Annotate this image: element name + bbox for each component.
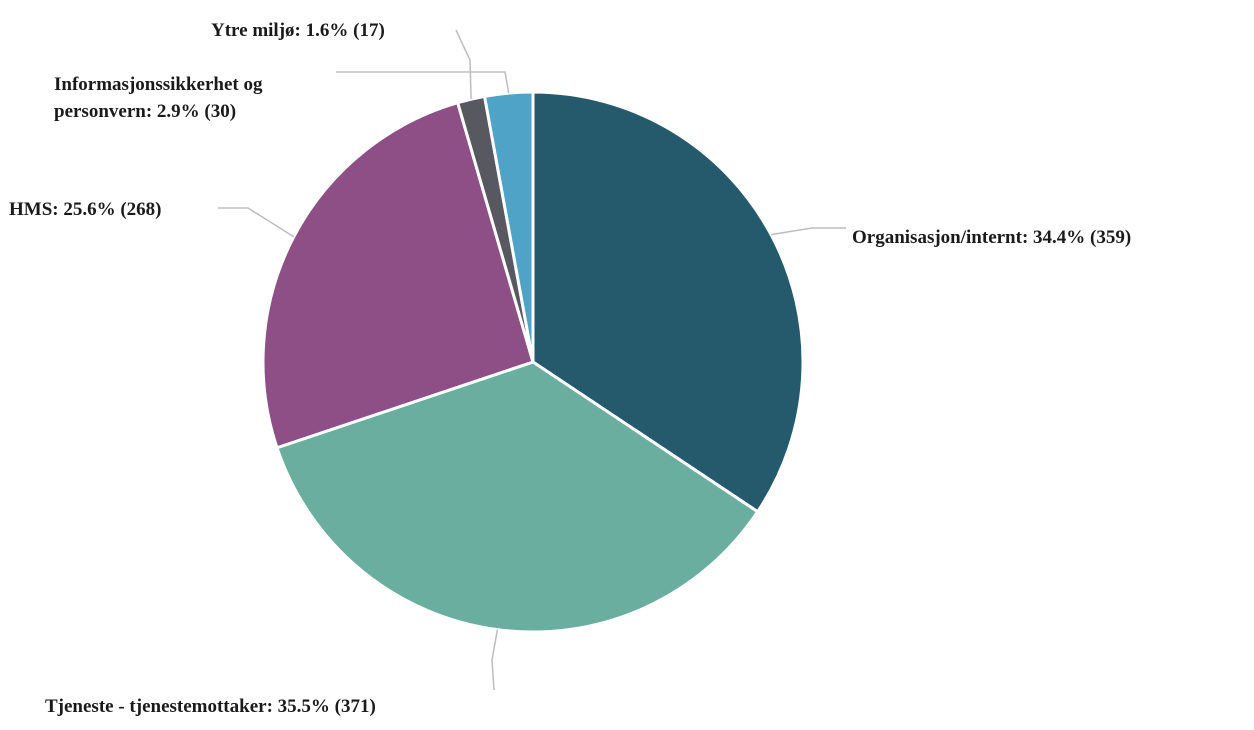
leader-tjeneste (491, 629, 499, 691)
label-organisasjon: Organisasjon/internt: 34.4% (359) (852, 227, 1131, 248)
label-tjeneste: Tjeneste - tjenestemottaker: 35.5% (371) (45, 696, 376, 717)
leader-informasjonssikkerhet (336, 71, 510, 94)
leader-ytre-miljo (455, 29, 472, 100)
pie-slices (261, 90, 805, 634)
leader-hms (218, 207, 295, 238)
leader-lines (218, 29, 846, 691)
label-informasjonssikkerhet-line-2: personvern: 2.9% (30) (54, 101, 236, 122)
leader-organisasjon (770, 227, 846, 236)
label-hms: HMS: 25.6% (268) (9, 199, 162, 220)
label-ytre-miljo: Ytre miljø: 1.6% (17) (211, 20, 385, 41)
slice-hms (261, 100, 535, 450)
label-informasjonssikkerhet-line-1: Informasjonssikkerhet og (54, 74, 263, 95)
slice-labels: Organisasjon/internt: 34.4% (359) Tjenes… (9, 20, 1131, 717)
